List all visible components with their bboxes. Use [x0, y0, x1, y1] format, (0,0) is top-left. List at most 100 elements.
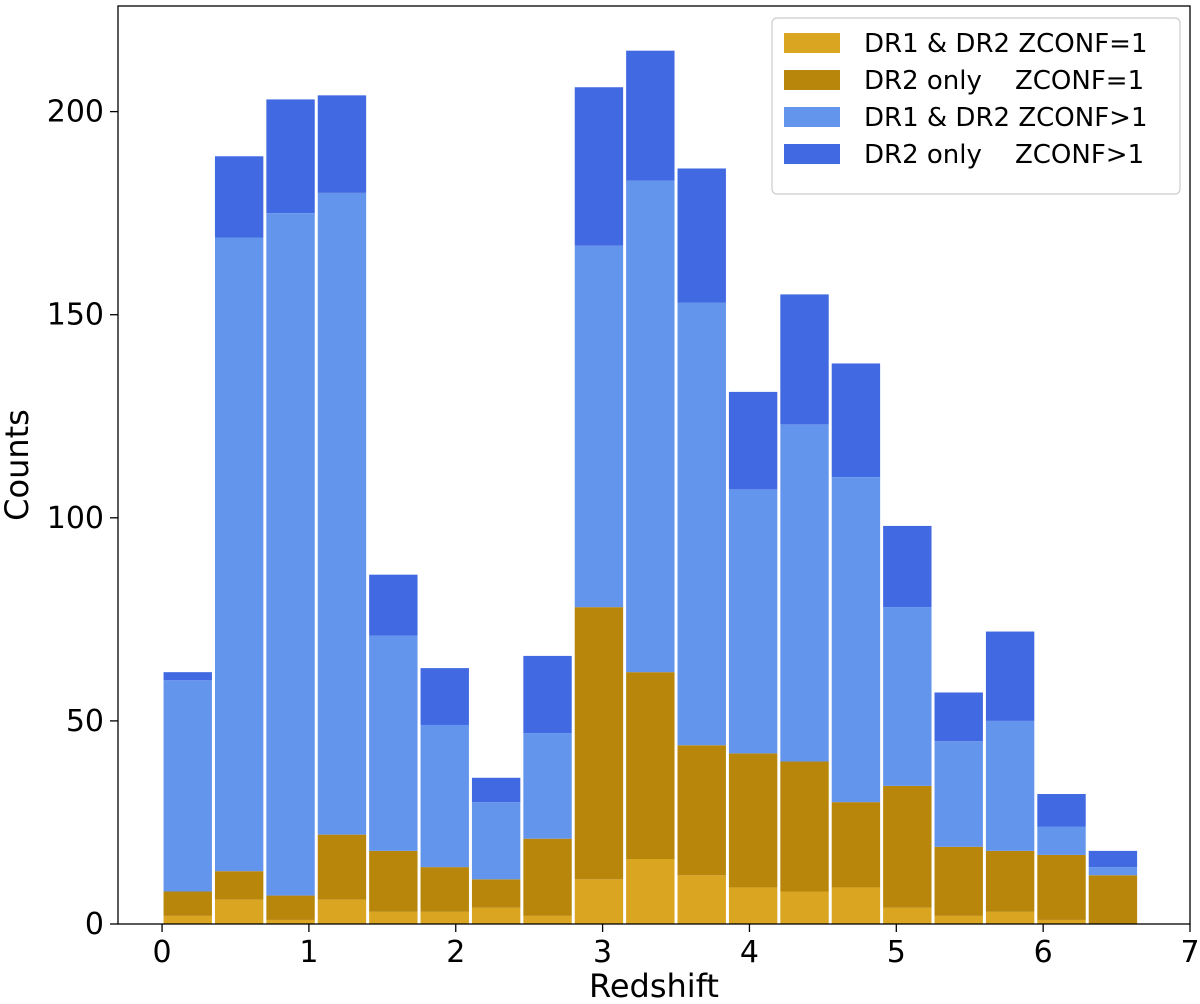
legend-box [771, 17, 1181, 195]
bar-bin3-series2 [317, 192, 367, 835]
bar-bin2-series3 [266, 99, 315, 214]
legend-label-1: DR2 only ZCONF=1 [864, 66, 1144, 96]
bar-bin15-series3 [934, 692, 983, 742]
plot-frame [117, 5, 1191, 925]
x-tick-label: 3 [593, 935, 612, 970]
bar-bin6-series1 [471, 879, 521, 908]
bar-bin5-series3 [420, 668, 469, 725]
bar-bin15-series0 [934, 915, 983, 924]
bar-bin4-series2 [369, 635, 418, 851]
bar-bin8-series2 [574, 245, 624, 608]
bar-bin7-series2 [523, 733, 572, 839]
y-tick-label: 50 [66, 704, 104, 739]
bar-bin16-series0 [985, 911, 1035, 924]
y-axis-title: Counts [0, 409, 36, 521]
bar-bin11-series1 [728, 753, 778, 888]
y-tick-label: 100 [47, 501, 104, 536]
legend: DR1 & DR2 ZCONF=1 DR2 only ZCONF=1 DR1 & D… [771, 17, 1181, 195]
bar-bin17-series3 [1037, 794, 1086, 827]
bar-bin7-series0 [523, 915, 572, 924]
bar-bin2-series1 [266, 895, 315, 920]
bar-bin12-series3 [780, 294, 829, 425]
bar-bin0-series0 [163, 915, 212, 924]
x-tick-label: 1 [299, 935, 318, 970]
bar-bin13-series2 [831, 477, 881, 803]
legend-label-3: DR2 only ZCONF>1 [864, 140, 1144, 170]
legend-swatch-3 [784, 144, 840, 164]
bar-bin9-series3 [626, 50, 675, 181]
bar-bin18-series3 [1088, 850, 1138, 868]
bar-bin5-series1 [420, 867, 469, 912]
bar-bin15-series2 [934, 741, 983, 847]
bar-bin1-series1 [214, 871, 264, 900]
x-tick-label: 4 [740, 935, 759, 970]
bar-bin15-series1 [934, 846, 983, 916]
bar-bin2-series2 [266, 213, 315, 896]
bars-layer [163, 50, 1138, 924]
x-tick-label: 0 [153, 935, 172, 970]
bar-bin3-series0 [317, 899, 367, 924]
bar-bin12-series0 [780, 891, 829, 924]
x-axis-title: Redshift [589, 967, 719, 1000]
bar-bin10-series2 [677, 302, 726, 746]
bar-bin5-series2 [420, 724, 469, 868]
bar-bin8-series3 [574, 87, 624, 246]
bar-bin12-series2 [780, 424, 829, 762]
bar-bin10-series0 [677, 875, 726, 924]
bar-bin11-series0 [728, 887, 778, 924]
bar-bin0-series3 [163, 672, 212, 681]
x-tick-label: 7 [1180, 935, 1199, 970]
axes-layer: 0 1 2 3 4 5 6 7 0 50 100 150 200 Redshift Counts [0, 95, 1200, 1004]
legend-label-2: DR1 & DR2 ZCONF>1 [864, 103, 1148, 133]
bar-bin11-series2 [728, 489, 778, 754]
legend-swatch-1 [784, 70, 840, 90]
bar-bin4-series1 [369, 850, 418, 912]
bar-bin0-series1 [163, 891, 212, 916]
bar-bin4-series0 [369, 911, 418, 924]
x-tick-label: 2 [446, 935, 465, 970]
bar-bin6-series0 [471, 907, 521, 924]
bar-bin7-series3 [523, 655, 572, 734]
bar-bin13-series0 [831, 887, 881, 924]
bar-bin17-series2 [1037, 826, 1086, 855]
bar-bin14-series0 [883, 907, 932, 924]
bar-bin2-series0 [266, 919, 315, 924]
bar-bin4-series3 [369, 574, 418, 636]
legend-label-0: DR1 & DR2 ZCONF=1 [864, 29, 1148, 59]
bar-bin1-series2 [214, 237, 264, 872]
bar-bin0-series2 [163, 680, 212, 892]
bar-bin1-series3 [214, 156, 264, 238]
bar-bin6-series3 [471, 777, 521, 803]
bar-bin16-series3 [985, 631, 1035, 721]
bar-bin13-series3 [831, 363, 881, 478]
y-tick-label: 200 [47, 95, 104, 130]
bar-bin14-series2 [883, 607, 932, 786]
bar-bin8-series0 [574, 879, 624, 924]
bar-bin1-series0 [214, 899, 264, 924]
bar-bin17-series0 [1037, 919, 1086, 924]
bar-bin3-series3 [317, 95, 367, 193]
legend-swatch-0 [784, 33, 840, 53]
bar-bin8-series1 [574, 607, 624, 880]
y-tick-label: 0 [85, 907, 104, 942]
bar-bin13-series1 [831, 802, 881, 888]
bar-bin3-series1 [317, 834, 367, 900]
legend-swatch-2 [784, 107, 840, 127]
bar-bin9-series0 [626, 859, 675, 924]
x-tick-label: 5 [887, 935, 906, 970]
bar-bin10-series3 [677, 168, 726, 303]
bar-bin17-series1 [1037, 854, 1086, 920]
bar-bin16-series1 [985, 850, 1035, 912]
bar-bin10-series1 [677, 745, 726, 876]
bar-bin5-series0 [420, 911, 469, 924]
bar-bin6-series2 [471, 802, 521, 880]
bar-bin7-series1 [523, 838, 572, 916]
x-tick-label: 6 [1034, 935, 1053, 970]
bar-bin11-series3 [728, 391, 778, 490]
bar-bin16-series2 [985, 720, 1035, 851]
bar-bin18-series2 [1088, 867, 1138, 876]
bar-bin12-series1 [780, 761, 829, 892]
bar-bin18-series1 [1088, 875, 1138, 924]
